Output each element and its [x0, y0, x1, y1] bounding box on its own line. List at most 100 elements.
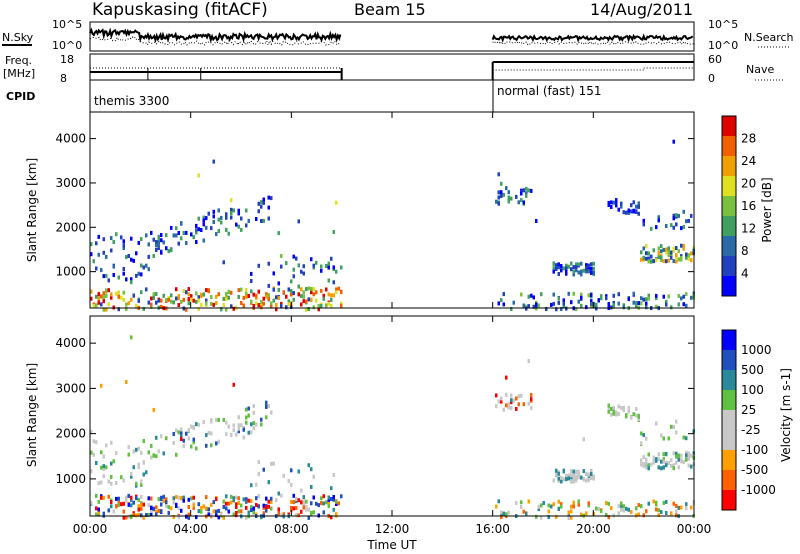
data-cell	[92, 259, 95, 264]
data-cell	[512, 398, 515, 403]
data-cell	[225, 307, 228, 312]
data-cell	[550, 302, 553, 307]
data-cell	[682, 302, 685, 307]
x-tick-label: 00:00	[677, 522, 712, 536]
data-cell	[227, 509, 230, 514]
data-cell	[202, 504, 205, 509]
data-cell	[315, 501, 318, 506]
data-cell	[207, 211, 210, 216]
freq-label-2: [MHz]	[3, 67, 35, 80]
data-cell	[297, 292, 300, 297]
data-cell	[645, 297, 648, 302]
data-cell	[530, 397, 533, 402]
data-cell	[257, 303, 260, 308]
data-cell	[192, 440, 195, 445]
data-cell	[237, 294, 240, 299]
data-cell	[237, 224, 240, 229]
data-cell	[572, 265, 575, 270]
data-cell	[130, 297, 133, 302]
data-cell	[237, 501, 240, 505]
data-cell	[607, 501, 610, 506]
data-cell	[610, 412, 613, 417]
data-cell	[582, 437, 585, 442]
data-cell	[592, 271, 595, 275]
data-cell	[102, 295, 105, 300]
data-cell	[330, 304, 333, 309]
colorbar-tick-label: 20	[741, 177, 756, 191]
data-cell	[287, 478, 290, 483]
data-cell	[295, 499, 298, 504]
data-cell	[245, 291, 248, 296]
data-cell	[685, 502, 688, 507]
data-cell	[172, 500, 175, 505]
data-cell	[580, 512, 583, 517]
data-cell	[285, 294, 288, 299]
cpid-program-1: themis 3300	[94, 94, 169, 108]
data-cell	[212, 209, 215, 214]
data-cell	[612, 300, 615, 305]
data-cell	[585, 269, 588, 274]
data-cell	[557, 272, 560, 276]
data-cell	[135, 496, 138, 501]
data-cell	[122, 243, 125, 248]
data-cell	[580, 475, 583, 480]
data-cell	[155, 510, 158, 515]
data-cell	[262, 301, 265, 306]
data-cell	[267, 216, 270, 221]
data-cell	[187, 436, 190, 441]
data-cell	[205, 495, 208, 500]
data-cell	[265, 496, 268, 501]
data-cell	[577, 262, 580, 267]
data-cell	[230, 290, 233, 295]
data-cell	[675, 222, 678, 227]
data-cell	[305, 307, 308, 312]
data-cell	[552, 502, 555, 507]
data-cell	[290, 506, 293, 510]
data-cell	[222, 417, 225, 422]
data-cell	[195, 223, 198, 228]
data-cell	[260, 515, 263, 520]
data-cell	[102, 467, 105, 472]
data-cell	[330, 256, 333, 261]
data-cell	[665, 463, 668, 468]
data-cell	[627, 208, 630, 213]
colorbar-frame	[721, 115, 737, 297]
data-cell	[637, 301, 640, 306]
data-cell	[217, 515, 220, 520]
data-cell	[335, 290, 338, 295]
data-cell	[277, 287, 280, 292]
data-cell	[195, 515, 198, 520]
data-cell	[500, 510, 503, 515]
data-cell	[185, 290, 188, 295]
data-cell	[672, 425, 675, 430]
data-cell	[140, 272, 143, 277]
data-cell	[302, 290, 305, 295]
data-cell	[557, 296, 560, 301]
data-cell	[560, 479, 563, 484]
data-cell	[532, 295, 535, 300]
data-cell	[267, 296, 270, 301]
data-cell	[670, 464, 673, 468]
noise-sky-trace	[89, 27, 694, 44]
data-cell	[150, 443, 153, 448]
data-cell	[130, 498, 133, 503]
data-cell	[642, 297, 645, 302]
colorbar-swatch	[722, 390, 736, 411]
data-cell	[672, 501, 675, 506]
data-cell	[230, 500, 233, 505]
data-cell	[125, 255, 128, 260]
data-cell	[160, 502, 163, 507]
data-cell	[575, 265, 578, 269]
data-cell	[617, 301, 620, 306]
data-cell	[120, 235, 123, 240]
data-cell	[332, 293, 335, 298]
data-cell	[307, 463, 310, 468]
data-cell	[587, 263, 590, 268]
data-cell	[170, 506, 173, 511]
data-cell	[677, 453, 680, 458]
data-cell	[552, 269, 555, 274]
data-cell	[650, 462, 653, 467]
data-cell	[332, 265, 335, 270]
data-cell	[137, 271, 140, 276]
data-cell	[182, 231, 185, 235]
